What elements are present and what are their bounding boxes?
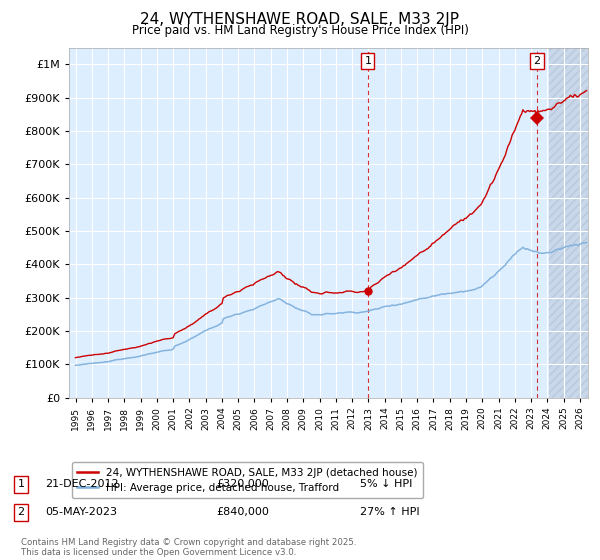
Text: 05-MAY-2023: 05-MAY-2023 — [45, 507, 117, 517]
Text: £320,000: £320,000 — [216, 479, 269, 489]
Text: Contains HM Land Registry data © Crown copyright and database right 2025.
This d: Contains HM Land Registry data © Crown c… — [21, 538, 356, 557]
Text: 27% ↑ HPI: 27% ↑ HPI — [360, 507, 419, 517]
Text: 1: 1 — [17, 479, 25, 489]
Text: 24, WYTHENSHAWE ROAD, SALE, M33 2JP: 24, WYTHENSHAWE ROAD, SALE, M33 2JP — [140, 12, 460, 27]
Bar — [549, 48, 588, 398]
Text: Price paid vs. HM Land Registry's House Price Index (HPI): Price paid vs. HM Land Registry's House … — [131, 24, 469, 36]
Text: 1: 1 — [364, 57, 371, 66]
Legend: 24, WYTHENSHAWE ROAD, SALE, M33 2JP (detached house), HPI: Average price, detach: 24, WYTHENSHAWE ROAD, SALE, M33 2JP (det… — [71, 463, 422, 498]
Text: 5% ↓ HPI: 5% ↓ HPI — [360, 479, 412, 489]
Text: 2: 2 — [533, 57, 541, 66]
Text: 21-DEC-2012: 21-DEC-2012 — [45, 479, 119, 489]
Text: £840,000: £840,000 — [216, 507, 269, 517]
Text: 2: 2 — [17, 507, 25, 517]
Bar — [549, 48, 588, 398]
